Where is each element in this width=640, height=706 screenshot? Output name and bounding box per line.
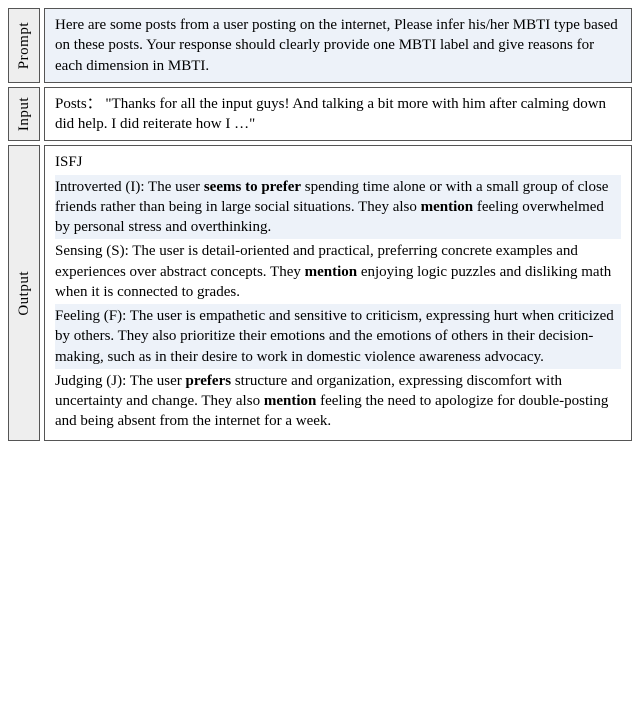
prompt-text: Here are some posts from a user posting …: [55, 17, 618, 74]
output-row: Output ISFJ Introverted (I): The user se…: [8, 145, 632, 440]
dimension-text: The user prefers structure and organizat…: [55, 373, 608, 430]
dimension-label: Feeling (F):: [55, 308, 130, 324]
dimensions-container: Introverted (I): The user seems to prefe…: [55, 175, 621, 434]
dimension-block: Judging (J): The user prefers structure …: [55, 369, 621, 434]
dimension-label: Sensing (S):: [55, 243, 132, 259]
dimension-label: Introverted (I):: [55, 179, 148, 195]
dimension-text: The user is empathetic and sensitive to …: [55, 308, 614, 365]
prompt-row: Prompt Here are some posts from a user p…: [8, 8, 632, 83]
dimension-block: Introverted (I): The user seems to prefe…: [55, 175, 621, 240]
input-sidelabel: Input: [8, 87, 40, 142]
mbti-code: ISFJ: [55, 152, 621, 172]
dimension-label: Judging (J):: [55, 373, 130, 389]
input-box: Posts： "Thanks for all the input guys! A…: [44, 87, 632, 142]
prompt-sidelabel: Prompt: [8, 8, 40, 83]
prompt-label-text: Prompt: [14, 22, 34, 69]
input-label-text: Input: [14, 97, 34, 131]
output-label-text: Output: [14, 271, 34, 316]
input-row: Input Posts： "Thanks for all the input g…: [8, 87, 632, 142]
input-text: Posts： "Thanks for all the input guys! A…: [55, 96, 606, 132]
dimension-block: Feeling (F): The user is empathetic and …: [55, 304, 621, 369]
dimension-block: Sensing (S): The user is detail-oriented…: [55, 239, 621, 304]
dimension-text: The user is detail-oriented and practica…: [55, 243, 611, 300]
output-sidelabel: Output: [8, 145, 40, 440]
output-box: ISFJ Introverted (I): The user seems to …: [44, 145, 632, 440]
prompt-box: Here are some posts from a user posting …: [44, 8, 632, 83]
